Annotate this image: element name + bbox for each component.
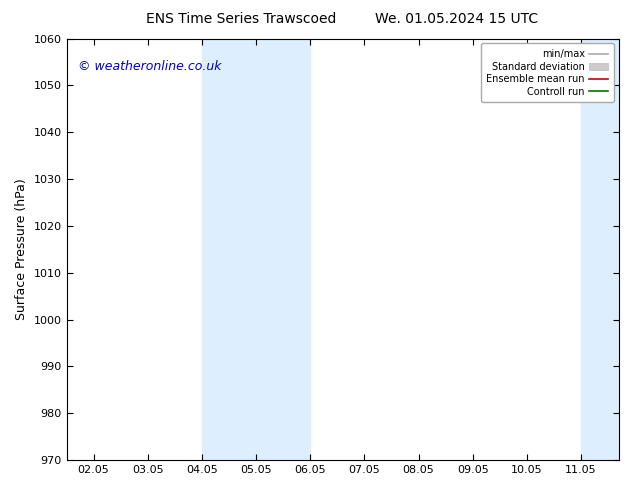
Text: © weatheronline.co.uk: © weatheronline.co.uk xyxy=(77,60,221,73)
Legend: min/max, Standard deviation, Ensemble mean run, Controll run: min/max, Standard deviation, Ensemble me… xyxy=(481,44,614,102)
Bar xyxy=(202,39,256,460)
Bar xyxy=(256,39,310,460)
Text: ENS Time Series Trawscoed: ENS Time Series Trawscoed xyxy=(146,12,336,26)
Bar xyxy=(581,39,619,460)
Y-axis label: Surface Pressure (hPa): Surface Pressure (hPa) xyxy=(15,178,28,320)
Text: We. 01.05.2024 15 UTC: We. 01.05.2024 15 UTC xyxy=(375,12,538,26)
